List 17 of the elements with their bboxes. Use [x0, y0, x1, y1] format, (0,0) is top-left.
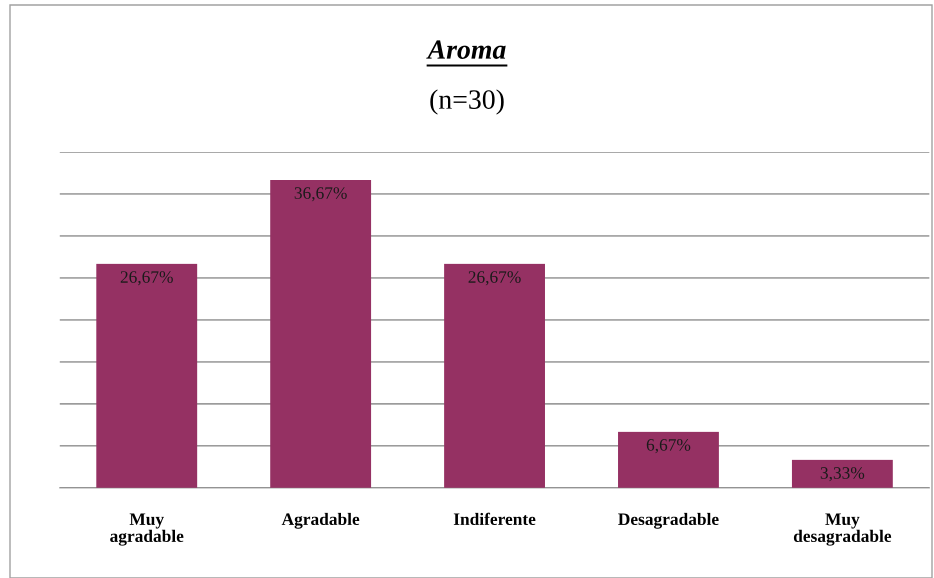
data-label: 6,67% — [646, 439, 690, 454]
chart-title: Aroma — [426, 40, 506, 59]
x-tick-label: Desagradable — [618, 512, 719, 529]
data-label: 3,33% — [820, 467, 864, 482]
bar — [444, 264, 545, 488]
x-tick-label: Agradable — [282, 512, 360, 529]
x-tick-label: Muy agradable — [110, 513, 184, 546]
bar — [792, 460, 893, 488]
data-label: 36,67% — [294, 187, 347, 202]
data-label: 26,67% — [468, 271, 521, 286]
x-tick-label: Indiferente — [454, 512, 536, 526]
bar — [618, 432, 719, 488]
bar — [96, 264, 198, 488]
data-label: 26,67% — [120, 271, 173, 286]
bar — [270, 180, 372, 488]
chart-subtitle: (n=30) — [430, 89, 504, 115]
x-tick-label: Muy desagradable — [794, 513, 892, 546]
